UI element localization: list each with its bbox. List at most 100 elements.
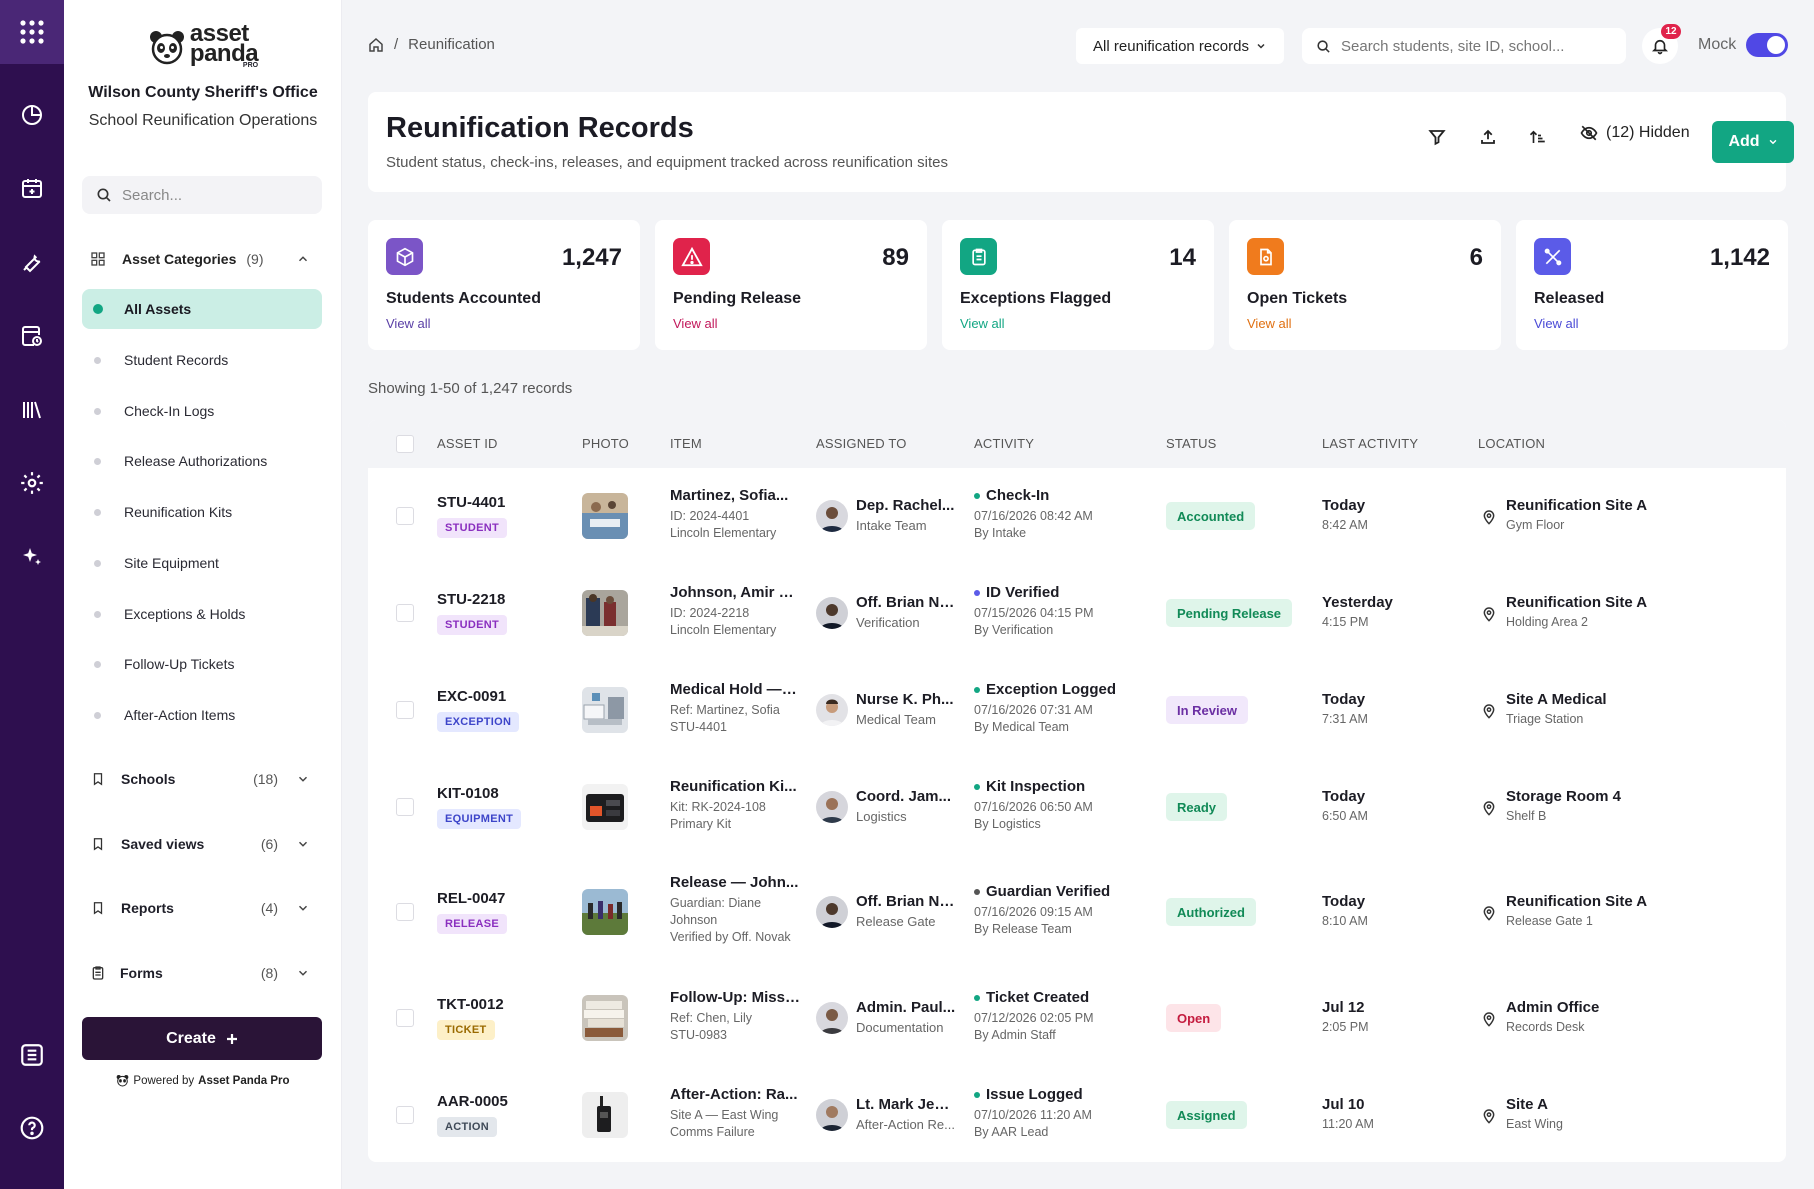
create-button[interactable]: Create: [82, 1017, 322, 1060]
filter-button[interactable]: [1420, 120, 1454, 154]
sparkle-ai-icon[interactable]: [0, 537, 64, 577]
select-all-checkbox[interactable]: [396, 435, 414, 453]
location-name[interactable]: Reunification Site A: [1506, 893, 1648, 910]
item-title[interactable]: Medical Hold — I...: [670, 681, 800, 698]
col-header[interactable]: ITEM: [670, 436, 702, 451]
nav-follow-up-tickets[interactable]: Follow-Up Tickets: [82, 644, 322, 684]
row-photo[interactable]: [582, 687, 628, 733]
row-photo[interactable]: [582, 889, 628, 935]
dashboard-icon[interactable]: [0, 95, 64, 135]
sidebar-search-input[interactable]: Search...: [82, 176, 322, 214]
asset-id[interactable]: TKT-0012: [437, 996, 504, 1013]
location-name[interactable]: Site A Medical: [1506, 691, 1607, 708]
view-all-link[interactable]: View all: [673, 316, 718, 331]
settings-gear-icon[interactable]: [0, 463, 64, 503]
export-button[interactable]: [1471, 120, 1505, 154]
nav-reunification-kits[interactable]: Reunification Kits: [82, 492, 322, 532]
item-title[interactable]: After-Action: Ra...: [670, 1086, 798, 1103]
col-header[interactable]: ASSIGNED TO: [816, 436, 907, 451]
list-icon[interactable]: [0, 1035, 64, 1075]
row-checkbox[interactable]: [396, 903, 414, 921]
assignee-name[interactable]: Off. Brian No...: [856, 893, 956, 910]
apps-grid-icon[interactable]: [0, 0, 64, 64]
view-all-link[interactable]: View all: [960, 316, 1005, 331]
row-photo[interactable]: [582, 784, 628, 830]
help-icon[interactable]: [0, 1108, 64, 1148]
group-saved-views[interactable]: Saved views (6): [82, 831, 322, 857]
group-reports[interactable]: Reports (4): [82, 895, 322, 921]
col-header[interactable]: PHOTO: [582, 436, 629, 451]
nav-after-action-items[interactable]: After-Action Items: [82, 695, 322, 735]
assignee-name[interactable]: Admin. Paul...: [856, 999, 956, 1016]
row-photo[interactable]: [582, 995, 628, 1041]
home-icon[interactable]: [368, 37, 384, 53]
location-name[interactable]: Admin Office: [1506, 999, 1600, 1016]
row-checkbox[interactable]: [396, 507, 414, 525]
stat-card-exceptions-flagged[interactable]: 14 Exceptions Flagged View all: [942, 220, 1214, 350]
col-header[interactable]: LOCATION: [1478, 436, 1546, 451]
location-name[interactable]: Site A: [1506, 1096, 1548, 1113]
global-search-input[interactable]: Search students, site ID, school...: [1302, 28, 1626, 64]
records-filter-select[interactable]: All reunification records: [1076, 28, 1284, 64]
add-button[interactable]: Add: [1712, 121, 1794, 163]
view-all-link[interactable]: View all: [386, 316, 431, 331]
item-title[interactable]: Martinez, Sofia...: [670, 487, 789, 504]
nav-all-assets[interactable]: All Assets: [82, 289, 322, 329]
table-row[interactable]: REL-0047 RELEASE Release — John... Guard…: [368, 856, 1786, 970]
asset-id[interactable]: STU-2218: [437, 591, 506, 608]
calendar-icon[interactable]: [0, 168, 64, 208]
location-name[interactable]: Reunification Site A: [1506, 594, 1648, 611]
assignee-name[interactable]: Lt. Mark Jen...: [856, 1096, 956, 1113]
mock-toggle[interactable]: [1746, 33, 1788, 57]
row-checkbox[interactable]: [396, 1009, 414, 1027]
table-row[interactable]: STU-4401 STUDENT Martinez, Sofia... ID: …: [368, 468, 1786, 565]
nav-student-records[interactable]: Student Records: [82, 340, 322, 380]
stat-card-students-accounted[interactable]: 1,247 Students Accounted View all: [368, 220, 640, 350]
col-header[interactable]: LAST ACTIVITY: [1322, 436, 1419, 451]
hidden-columns-button[interactable]: (12) Hidden: [1580, 124, 1690, 142]
view-all-link[interactable]: View all: [1247, 316, 1292, 331]
assignee-name[interactable]: Dep. Rachel...: [856, 497, 955, 514]
row-photo[interactable]: [582, 1092, 628, 1138]
table-row[interactable]: STU-2218 STUDENT Johnson, Amir —... ID: …: [368, 565, 1786, 662]
asset-categories-header[interactable]: Asset Categories (9): [82, 246, 322, 272]
col-header[interactable]: ASSET ID: [437, 436, 498, 451]
location-name[interactable]: Storage Room 4: [1506, 788, 1622, 805]
asset-id[interactable]: AAR-0005: [437, 1093, 508, 1110]
item-title[interactable]: Follow-Up: Missi...: [670, 989, 800, 1006]
assignee-name[interactable]: Off. Brian No...: [856, 594, 956, 611]
sort-button[interactable]: [1521, 120, 1555, 154]
item-title[interactable]: Johnson, Amir —...: [670, 584, 800, 601]
table-row[interactable]: KIT-0108 EQUIPMENT Reunification Ki... K…: [368, 759, 1786, 856]
item-title[interactable]: Reunification Ki...: [670, 778, 797, 795]
stat-card-released[interactable]: 1,142 Released View all: [1516, 220, 1788, 350]
nav-site-equipment[interactable]: Site Equipment: [82, 543, 322, 583]
col-header[interactable]: ACTIVITY: [974, 436, 1035, 451]
nav-exceptions-holds[interactable]: Exceptions & Holds: [82, 594, 322, 634]
assignee-name[interactable]: Coord. Jam...: [856, 788, 952, 805]
nav-check-in-logs[interactable]: Check-In Logs: [82, 391, 322, 431]
row-photo[interactable]: [582, 590, 628, 636]
asset-id[interactable]: STU-4401: [437, 494, 506, 511]
col-header[interactable]: STATUS: [1166, 436, 1217, 451]
group-schools[interactable]: Schools (18): [82, 766, 322, 792]
report-clock-icon[interactable]: [0, 316, 64, 356]
asset-id[interactable]: KIT-0108: [437, 785, 499, 802]
wrench-icon[interactable]: [0, 242, 64, 282]
library-icon[interactable]: [0, 390, 64, 430]
nav-release-authorizations[interactable]: Release Authorizations: [82, 441, 322, 481]
group-forms[interactable]: Forms (8): [82, 960, 322, 986]
row-checkbox[interactable]: [396, 701, 414, 719]
table-row[interactable]: TKT-0012 TICKET Follow-Up: Missi... Ref:…: [368, 970, 1786, 1067]
stat-card-open-tickets[interactable]: 6 Open Tickets View all: [1229, 220, 1501, 350]
location-name[interactable]: Reunification Site A: [1506, 497, 1648, 514]
asset-id[interactable]: EXC-0091: [437, 688, 507, 705]
row-checkbox[interactable]: [396, 1106, 414, 1124]
row-checkbox[interactable]: [396, 604, 414, 622]
table-row[interactable]: AAR-0005 ACTION After-Action: Ra... Site…: [368, 1067, 1786, 1162]
assignee-name[interactable]: Nurse K. Ph...: [856, 691, 954, 708]
row-checkbox[interactable]: [396, 798, 414, 816]
row-photo[interactable]: [582, 493, 628, 539]
asset-id[interactable]: REL-0047: [437, 890, 506, 907]
table-row[interactable]: EXC-0091 EXCEPTION Medical Hold — I... R…: [368, 662, 1786, 759]
